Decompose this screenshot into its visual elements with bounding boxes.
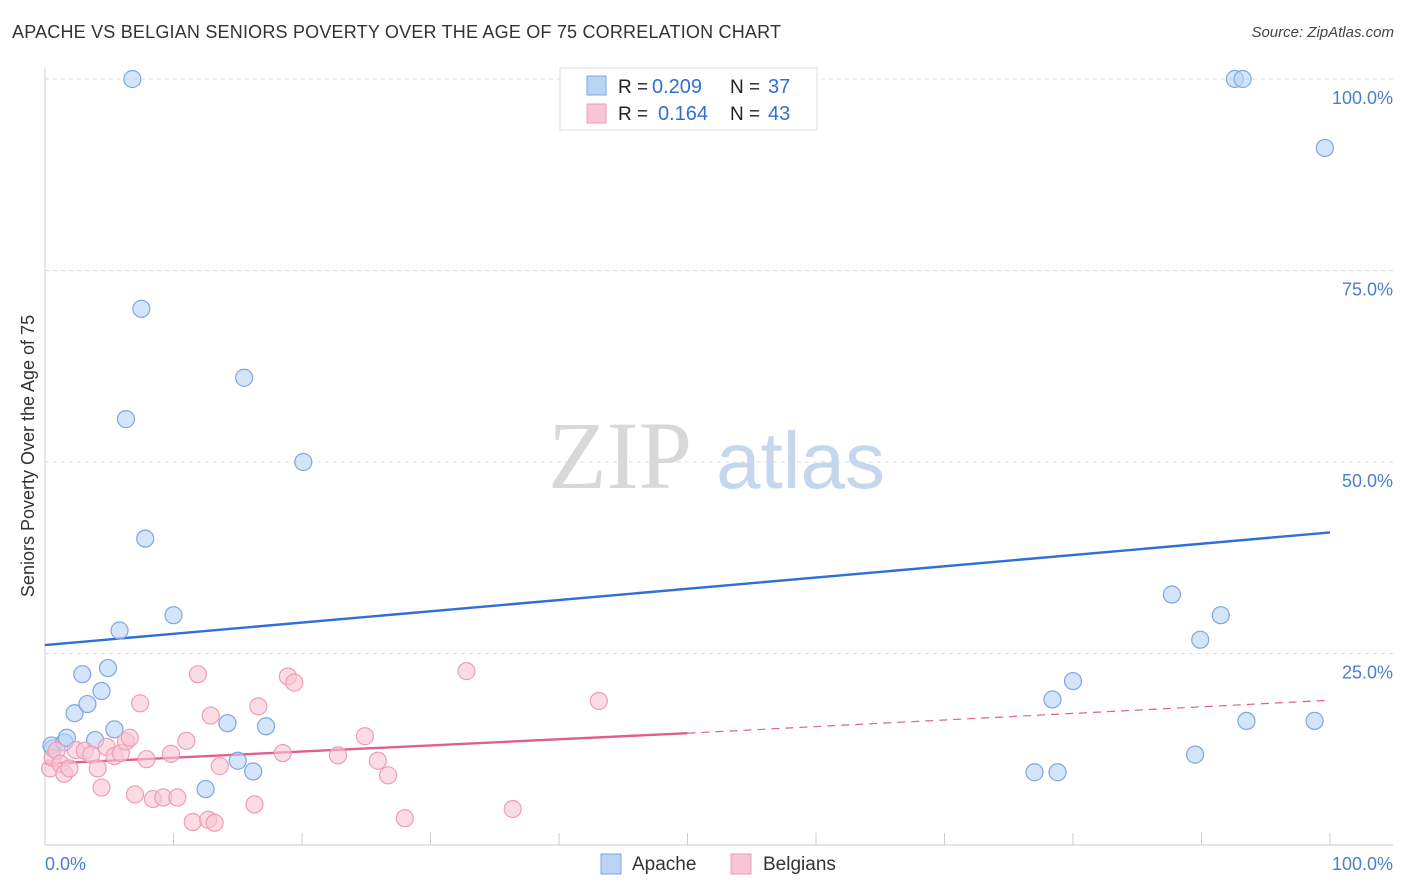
point-belgians-28 [205, 813, 224, 832]
watermark-zip: ZIP [548, 402, 692, 509]
point-apache-28 [1162, 585, 1182, 604]
point-apache-6 [78, 694, 97, 714]
legend-n-label-apache: N = [730, 77, 760, 98]
watermark-atlas: atlas [716, 416, 885, 505]
point-apache-27 [1063, 671, 1083, 691]
point-belgians-9 [88, 759, 107, 778]
point-belgians-34 [285, 673, 304, 692]
legend-swatch-apache [586, 75, 607, 96]
point-belgians-36 [355, 727, 375, 746]
point-belgians-41 [503, 799, 522, 819]
point-apache-3 [57, 728, 76, 747]
point-apache-19 [228, 751, 247, 770]
bottom-legend-swatch-apache [600, 853, 622, 875]
legend-n-value-apache: 37 [768, 76, 790, 98]
point-belgians-17 [130, 694, 150, 713]
point-belgians-5 [60, 759, 79, 778]
x-tick-labels: 0.0% 100.0% [45, 854, 1393, 874]
point-apache-11 [110, 621, 129, 640]
point-belgians-37 [368, 751, 387, 770]
y-tick-label-2: 75.0% [1342, 280, 1393, 300]
point-apache-10 [105, 720, 124, 739]
point-apache-26 [1043, 690, 1062, 709]
point-belgians-10 [92, 778, 111, 797]
point-apache-34 [1237, 711, 1256, 731]
y-tick-label-3: 100.0% [1332, 88, 1393, 108]
point-belgians-15 [120, 728, 139, 747]
watermark: ZIP atlas [548, 402, 885, 509]
trendline-belgians-2 [687, 699, 1331, 734]
point-apache-30 [1191, 630, 1210, 649]
legend-n-value-belgians: 43 [768, 103, 790, 125]
point-belgians-27 [201, 706, 220, 725]
point-belgians-30 [245, 795, 264, 814]
point-belgians-42 [589, 691, 608, 711]
source-label: Source: ZipAtlas.com [1251, 24, 1394, 41]
point-apache-36 [1315, 138, 1334, 158]
trendlines [44, 531, 1331, 766]
point-apache-18 [218, 714, 237, 733]
bottom-legend-label-apache: Apache [632, 854, 696, 875]
point-apache-4 [65, 704, 84, 723]
legend-swatch-belgians [586, 103, 607, 124]
point-belgians-21 [161, 744, 181, 763]
point-belgians-18 [137, 750, 156, 769]
point-apache-16 [164, 606, 183, 625]
legend-r-label-apache: R = [618, 77, 648, 98]
point-apache-20 [235, 368, 254, 387]
point-belgians-29 [210, 757, 229, 776]
y-tick-label-1: 50.0% [1342, 471, 1393, 491]
y-tick-label-0: 25.0% [1342, 663, 1393, 683]
point-belgians-24 [183, 812, 202, 832]
point-apache-13 [123, 69, 142, 89]
trendline-apache-0 [44, 531, 1331, 647]
chart-title: APACHE VS BELGIAN SENIORS POVERTY OVER T… [12, 22, 782, 42]
legend-r-value-belgians: 0.164 [658, 103, 708, 125]
legend-r-label-belgians: R = [618, 104, 648, 125]
point-apache-14 [132, 299, 151, 318]
point-apache-35 [1305, 711, 1324, 731]
point-belgians-40 [457, 662, 476, 681]
bottom-legend: Apache Belgians [600, 853, 836, 875]
legend-r-value-apache: 0.209 [652, 76, 702, 98]
point-apache-5 [73, 665, 92, 684]
point-apache-12 [116, 410, 136, 429]
axes [44, 68, 1393, 846]
point-belgians-32 [273, 743, 292, 763]
point-belgians-35 [328, 746, 348, 765]
point-apache-33 [1233, 69, 1252, 89]
point-belgians-22 [168, 788, 187, 807]
y-axis-label: Seniors Poverty Over the Age of 75 [18, 315, 38, 597]
point-apache-23 [294, 452, 313, 472]
data-points [41, 69, 1334, 832]
point-apache-24 [1025, 763, 1044, 782]
point-apache-9 [98, 658, 118, 678]
point-apache-17 [196, 779, 215, 799]
point-apache-8 [92, 681, 111, 701]
point-apache-31 [1211, 606, 1230, 625]
point-belgians-31 [249, 697, 268, 716]
point-apache-15 [136, 529, 155, 548]
bottom-legend-swatch-belgians [730, 853, 752, 875]
y-tick-labels: 25.0% 50.0% 75.0% 100.0% [1332, 88, 1393, 683]
x-tick-label-0: 0.0% [45, 854, 86, 874]
point-apache-22 [256, 717, 276, 736]
legend-n-label-belgians: N = [730, 104, 760, 125]
bottom-legend-label-belgians: Belgians [763, 854, 836, 875]
x-tick-label-1: 100.0% [1332, 854, 1393, 874]
point-belgians-39 [395, 809, 414, 828]
point-belgians-25 [188, 665, 208, 684]
point-belgians-16 [125, 785, 145, 804]
point-apache-29 [1185, 745, 1205, 764]
point-apache-25 [1048, 763, 1067, 782]
point-belgians-38 [378, 766, 398, 785]
point-belgians-23 [177, 731, 196, 750]
top-legend: R = 0.209 N = 37 R = 0.164 N = 43 [559, 67, 818, 131]
point-apache-21 [244, 762, 263, 781]
grid-lines [45, 78, 1393, 654]
